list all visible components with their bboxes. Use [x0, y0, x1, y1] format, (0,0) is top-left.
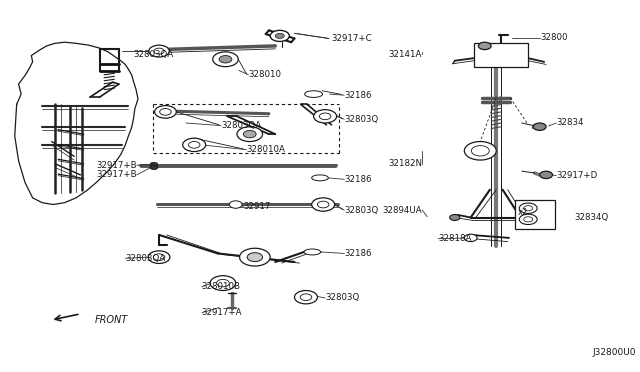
- Bar: [515, 200, 555, 229]
- Circle shape: [519, 203, 537, 214]
- Text: 32803Q: 32803Q: [344, 206, 378, 215]
- Text: 32917+A: 32917+A: [202, 308, 243, 317]
- Circle shape: [154, 254, 165, 260]
- Circle shape: [149, 45, 170, 57]
- Text: 32186: 32186: [344, 91, 372, 100]
- Text: x2: x2: [518, 208, 528, 217]
- Text: 32917+D: 32917+D: [556, 171, 598, 180]
- Text: 32894UA: 32894UA: [383, 206, 422, 215]
- Text: 328010A: 328010A: [246, 145, 285, 154]
- Circle shape: [243, 131, 256, 138]
- Ellipse shape: [305, 91, 323, 97]
- Circle shape: [160, 109, 172, 115]
- Circle shape: [314, 110, 337, 123]
- Text: 328010: 328010: [248, 70, 282, 79]
- Text: 32803Q: 32803Q: [325, 294, 359, 302]
- Circle shape: [229, 201, 242, 208]
- Circle shape: [533, 123, 546, 131]
- Circle shape: [519, 214, 537, 225]
- Circle shape: [148, 251, 170, 263]
- Text: J32800U0: J32800U0: [593, 348, 636, 357]
- Circle shape: [275, 33, 284, 38]
- Text: 32800: 32800: [540, 33, 568, 42]
- Circle shape: [188, 141, 200, 148]
- Circle shape: [270, 31, 289, 41]
- Text: 32834Q: 32834Q: [574, 213, 609, 222]
- Text: 328010B: 328010B: [202, 282, 241, 291]
- Circle shape: [247, 253, 262, 262]
- Text: 32182N: 32182N: [388, 159, 422, 168]
- Text: 32803Q: 32803Q: [344, 115, 378, 124]
- Text: 32803QA: 32803QA: [221, 121, 261, 130]
- Text: FRONT: FRONT: [95, 315, 129, 325]
- Circle shape: [182, 138, 205, 151]
- Circle shape: [294, 291, 317, 304]
- Ellipse shape: [312, 175, 328, 181]
- Text: 32834: 32834: [556, 119, 584, 128]
- Circle shape: [471, 145, 489, 156]
- Text: 32803QA: 32803QA: [133, 50, 173, 59]
- Circle shape: [300, 294, 312, 301]
- Text: 32186: 32186: [344, 249, 372, 258]
- Circle shape: [216, 279, 229, 287]
- Circle shape: [317, 201, 329, 208]
- Text: 32803QA: 32803QA: [125, 254, 165, 263]
- Circle shape: [212, 52, 238, 67]
- Circle shape: [465, 141, 496, 160]
- Text: 32186: 32186: [344, 175, 372, 184]
- Text: 32917: 32917: [243, 202, 271, 211]
- Text: 32917+B: 32917+B: [96, 161, 137, 170]
- Text: 32917+B: 32917+B: [96, 170, 137, 179]
- Text: 32141A: 32141A: [389, 50, 422, 59]
- Circle shape: [150, 165, 158, 170]
- Circle shape: [540, 171, 552, 179]
- Circle shape: [239, 248, 270, 266]
- Circle shape: [319, 113, 331, 120]
- Circle shape: [524, 206, 532, 211]
- Circle shape: [524, 217, 532, 222]
- Circle shape: [237, 127, 262, 141]
- Circle shape: [150, 162, 158, 167]
- Circle shape: [450, 215, 460, 221]
- Circle shape: [154, 48, 164, 54]
- Circle shape: [312, 198, 335, 211]
- Ellipse shape: [304, 249, 321, 255]
- Text: 32818A: 32818A: [438, 234, 472, 243]
- Circle shape: [219, 55, 232, 63]
- Circle shape: [465, 234, 477, 241]
- Bar: [474, 43, 528, 67]
- Circle shape: [155, 106, 176, 118]
- Text: 32917+C: 32917+C: [332, 34, 372, 43]
- Circle shape: [210, 276, 236, 291]
- Circle shape: [478, 42, 491, 49]
